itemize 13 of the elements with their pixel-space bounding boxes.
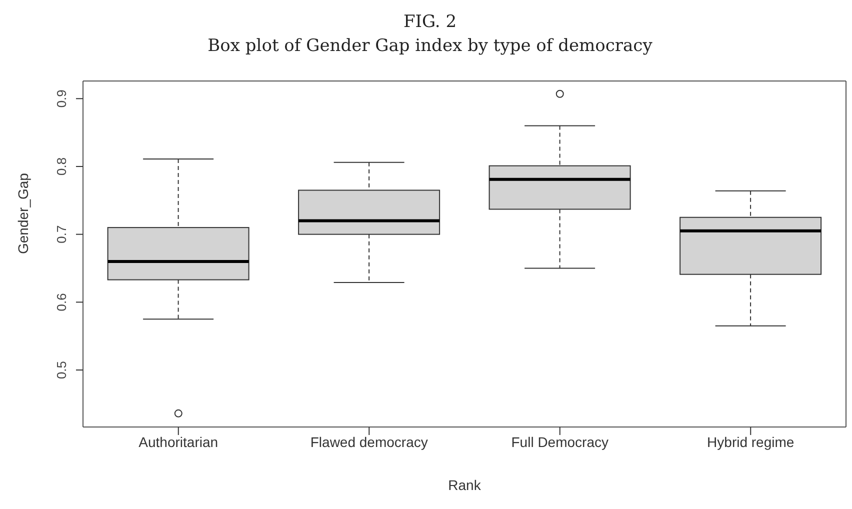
chart-title: FIG. 2 bbox=[402, 11, 458, 34]
y-tick-label: 0.7 bbox=[54, 225, 69, 244]
x-tick-label: Flawed democracy bbox=[310, 434, 428, 450]
y-tick-label: 0.9 bbox=[54, 90, 69, 108]
x-tick-label: Full Democracy bbox=[511, 434, 608, 450]
x-axis-title: Rank bbox=[448, 477, 482, 493]
x-tick-label: Hybrid regime bbox=[707, 434, 794, 450]
y-tick-label: 0.8 bbox=[54, 157, 69, 176]
chart-subtitle: Box plot of Gender Gap index by type of democracy bbox=[206, 35, 654, 58]
y-tick-label: 0.6 bbox=[54, 293, 69, 312]
y-tick-label: 0.5 bbox=[54, 360, 69, 380]
y-axis-title: Gender_Gap bbox=[14, 172, 31, 254]
x-tick-label: Authoritarian bbox=[138, 434, 218, 450]
